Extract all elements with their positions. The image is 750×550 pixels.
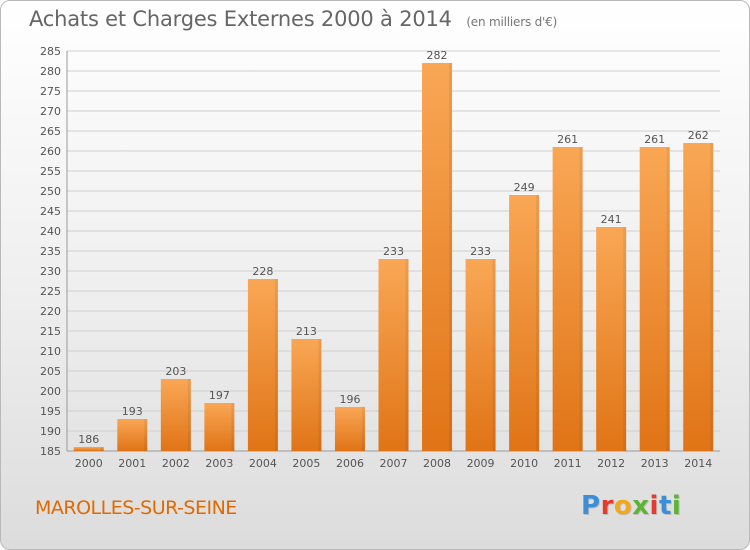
x-tick-label: 2011 — [554, 457, 582, 470]
x-tick-label: 2004 — [249, 457, 277, 470]
bar-2009 — [465, 259, 496, 451]
bar-shade — [536, 195, 540, 451]
bar-2007 — [378, 259, 409, 451]
x-tick-label: 2010 — [510, 457, 538, 470]
bar-2006 — [334, 407, 365, 451]
bar-shade — [100, 447, 104, 451]
bar-shade — [231, 403, 235, 451]
x-tick-label: 2001 — [118, 457, 146, 470]
y-tick-label: 260 — [40, 145, 61, 158]
data-label: 261 — [557, 133, 578, 146]
data-label: 282 — [427, 49, 448, 62]
y-tick-label: 225 — [40, 285, 61, 298]
y-tick-label: 220 — [40, 305, 61, 318]
logo-letter: x — [632, 491, 650, 521]
data-label: 233 — [470, 245, 491, 258]
data-label: 186 — [78, 433, 99, 446]
data-label: 213 — [296, 325, 317, 338]
bar-shade — [318, 339, 322, 451]
x-tick-label: 2009 — [467, 457, 495, 470]
bar-2004 — [247, 279, 278, 451]
bar-2003 — [204, 403, 235, 451]
proxiti-logo: Proxiti — [581, 491, 681, 521]
data-label: 197 — [209, 389, 230, 402]
data-label: 262 — [688, 129, 709, 142]
bar-shade — [361, 407, 365, 451]
x-tick-label: 2013 — [641, 457, 669, 470]
x-tick-label: 2007 — [380, 457, 408, 470]
x-tick-label: 2000 — [75, 457, 103, 470]
data-label: 203 — [165, 365, 186, 378]
bar-shade — [579, 147, 583, 451]
data-label: 241 — [601, 213, 622, 226]
y-tick-label: 210 — [40, 345, 61, 358]
logo-letter: o — [613, 491, 633, 521]
data-label: 261 — [644, 133, 665, 146]
bar-shade — [274, 279, 278, 451]
bar-shade — [623, 227, 627, 451]
logo-letter: P — [581, 491, 601, 521]
data-label: 196 — [339, 393, 360, 406]
bar-shade — [492, 259, 496, 451]
logo-letter: r — [600, 491, 614, 521]
bar-2014 — [683, 143, 714, 451]
chart-title: Achats et Charges Externes 2000 à 2014 (… — [29, 7, 557, 31]
y-tick-label: 215 — [40, 325, 61, 338]
place-name: MAROLLES-SUR-SEINE — [35, 497, 237, 519]
bar-shade — [405, 259, 409, 451]
bar-2013 — [639, 147, 670, 451]
chart-unit: (en milliers d'€) — [466, 15, 558, 29]
bar-shade — [666, 147, 670, 451]
x-tick-label: 2005 — [292, 457, 320, 470]
bar-2002 — [160, 379, 191, 451]
y-tick-label: 285 — [40, 45, 61, 58]
x-tick-label: 2003 — [205, 457, 233, 470]
y-tick-label: 250 — [40, 185, 61, 198]
x-tick-label: 2012 — [597, 457, 625, 470]
y-tick-label: 230 — [40, 265, 61, 278]
data-label: 193 — [122, 405, 143, 418]
y-tick-label: 240 — [40, 225, 61, 238]
x-tick-label: 2006 — [336, 457, 364, 470]
y-tick-label: 185 — [40, 445, 61, 458]
axes: 185 190 195 200 205 210 215 220 225 230 235 240 245 2… — [40, 45, 720, 470]
bar-2000 — [73, 447, 104, 451]
bar-shade — [144, 419, 148, 451]
y-tick-label: 265 — [40, 125, 61, 138]
y-tick-label: 280 — [40, 65, 61, 78]
y-tick-label: 235 — [40, 245, 61, 258]
y-tick-label: 190 — [40, 425, 61, 438]
bar-2005 — [291, 339, 322, 451]
bar-2008 — [422, 63, 453, 451]
y-tick-label: 275 — [40, 85, 61, 98]
logo-letter: t — [658, 491, 672, 521]
bar-shade — [187, 379, 191, 451]
x-tick-label: 2014 — [684, 457, 712, 470]
logo-letter: i — [649, 491, 659, 521]
y-tick-label: 200 — [40, 385, 61, 398]
bar-2011 — [552, 147, 583, 451]
data-labels: 186 193 203 197 228 213 196 233 282 233 249 261 241 2… — [78, 49, 708, 446]
logo-letter: i — [671, 491, 682, 521]
bar-2010 — [509, 195, 540, 451]
bar-shade — [449, 63, 453, 451]
y-tick-label: 205 — [40, 365, 61, 378]
x-tick-label: 2008 — [423, 457, 451, 470]
data-label: 228 — [252, 265, 273, 278]
y-tick-label: 195 — [40, 405, 61, 418]
bar-2012 — [596, 227, 627, 451]
chart-title-text: Achats et Charges Externes 2000 à 2014 — [29, 7, 452, 31]
bars — [73, 63, 714, 451]
data-label: 233 — [383, 245, 404, 258]
bar-shade — [710, 143, 714, 451]
y-tick-label: 245 — [40, 205, 61, 218]
bar-2001 — [117, 419, 148, 451]
y-tick-label: 255 — [40, 165, 61, 178]
y-tick-label: 270 — [40, 105, 61, 118]
x-tick-label: 2002 — [162, 457, 190, 470]
data-label: 249 — [514, 181, 535, 194]
